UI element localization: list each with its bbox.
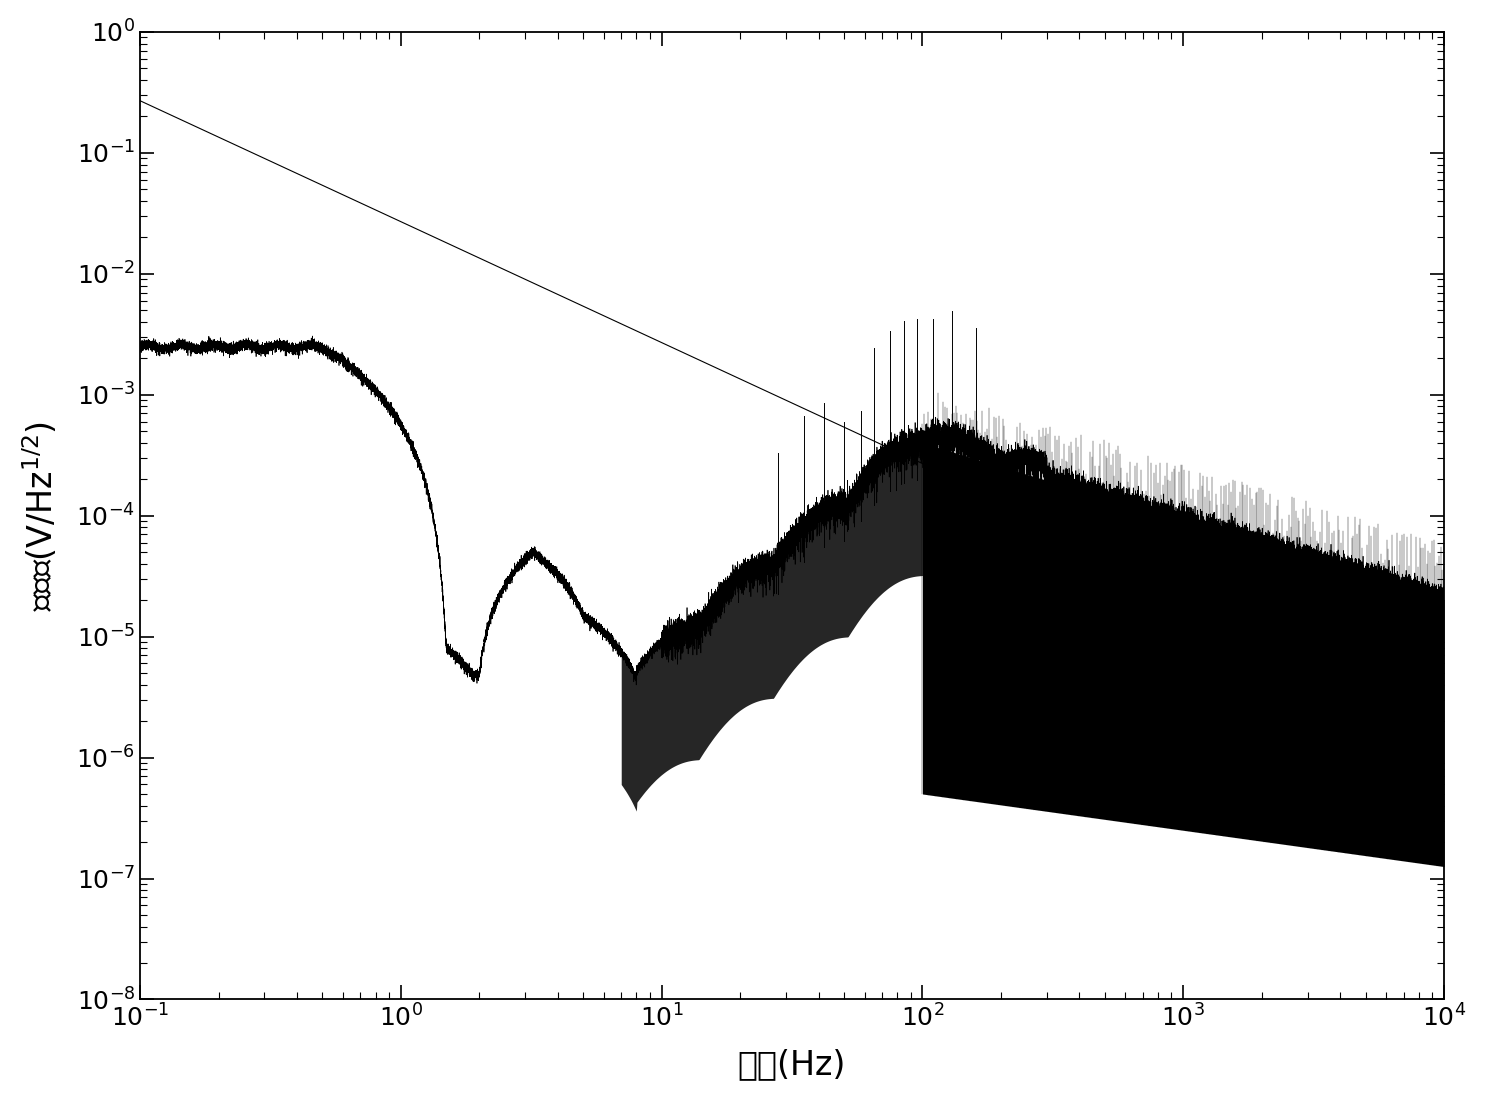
Y-axis label: 噪声谱(V/Hz$^{1/2}$): 噪声谱(V/Hz$^{1/2}$) <box>21 421 59 611</box>
X-axis label: 频率(Hz): 频率(Hz) <box>738 1048 846 1081</box>
